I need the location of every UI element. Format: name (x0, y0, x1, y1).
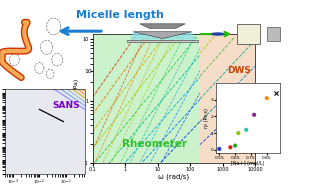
Circle shape (212, 33, 224, 35)
Text: Micelle length: Micelle length (76, 10, 164, 20)
Text: DWS: DWS (227, 66, 251, 75)
Text: Rheometer: Rheometer (122, 139, 187, 149)
Text: SANS: SANS (53, 101, 80, 110)
Point (228, 146, 233, 149)
Text: 10: 10 (84, 69, 92, 74)
Point (252, 113, 257, 116)
FancyBboxPatch shape (266, 27, 280, 41)
Y-axis label: G' & G'' (Pa): G' & G'' (Pa) (74, 79, 79, 117)
Point (244, 128, 249, 131)
Point (274, 92, 279, 95)
Polygon shape (127, 40, 198, 42)
Point (233, 144, 238, 147)
Point (217, 147, 222, 150)
Point (236, 132, 241, 135)
Polygon shape (130, 32, 195, 40)
Polygon shape (133, 32, 192, 39)
X-axis label: [Na+] (mol/L): [Na+] (mol/L) (231, 161, 265, 166)
Polygon shape (140, 24, 185, 28)
X-axis label: ω (rad/s): ω (rad/s) (158, 173, 189, 180)
Y-axis label: η₀ (Pa·s): η₀ (Pa·s) (204, 108, 209, 128)
Point (264, 97, 269, 100)
FancyBboxPatch shape (237, 24, 260, 44)
